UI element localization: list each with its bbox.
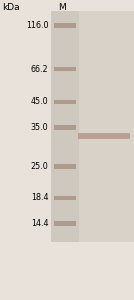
Bar	[54, 125, 76, 130]
Bar	[51, 11, 134, 242]
Text: 116.0: 116.0	[26, 21, 48, 30]
Bar	[54, 67, 76, 71]
Bar	[79, 11, 134, 242]
Text: kDa: kDa	[2, 3, 20, 12]
Bar	[54, 23, 76, 28]
Text: 25.0: 25.0	[31, 162, 48, 171]
Text: 35.0: 35.0	[31, 123, 48, 132]
Text: 66.2: 66.2	[31, 64, 48, 74]
Bar	[54, 196, 76, 200]
Text: 18.4: 18.4	[31, 194, 48, 202]
Text: 45.0: 45.0	[31, 98, 48, 106]
Bar	[51, 11, 79, 242]
Bar	[54, 164, 76, 169]
Bar	[54, 100, 76, 104]
Bar	[78, 133, 130, 139]
Text: 14.4: 14.4	[31, 219, 48, 228]
Bar	[54, 221, 76, 226]
Text: M: M	[58, 3, 66, 12]
